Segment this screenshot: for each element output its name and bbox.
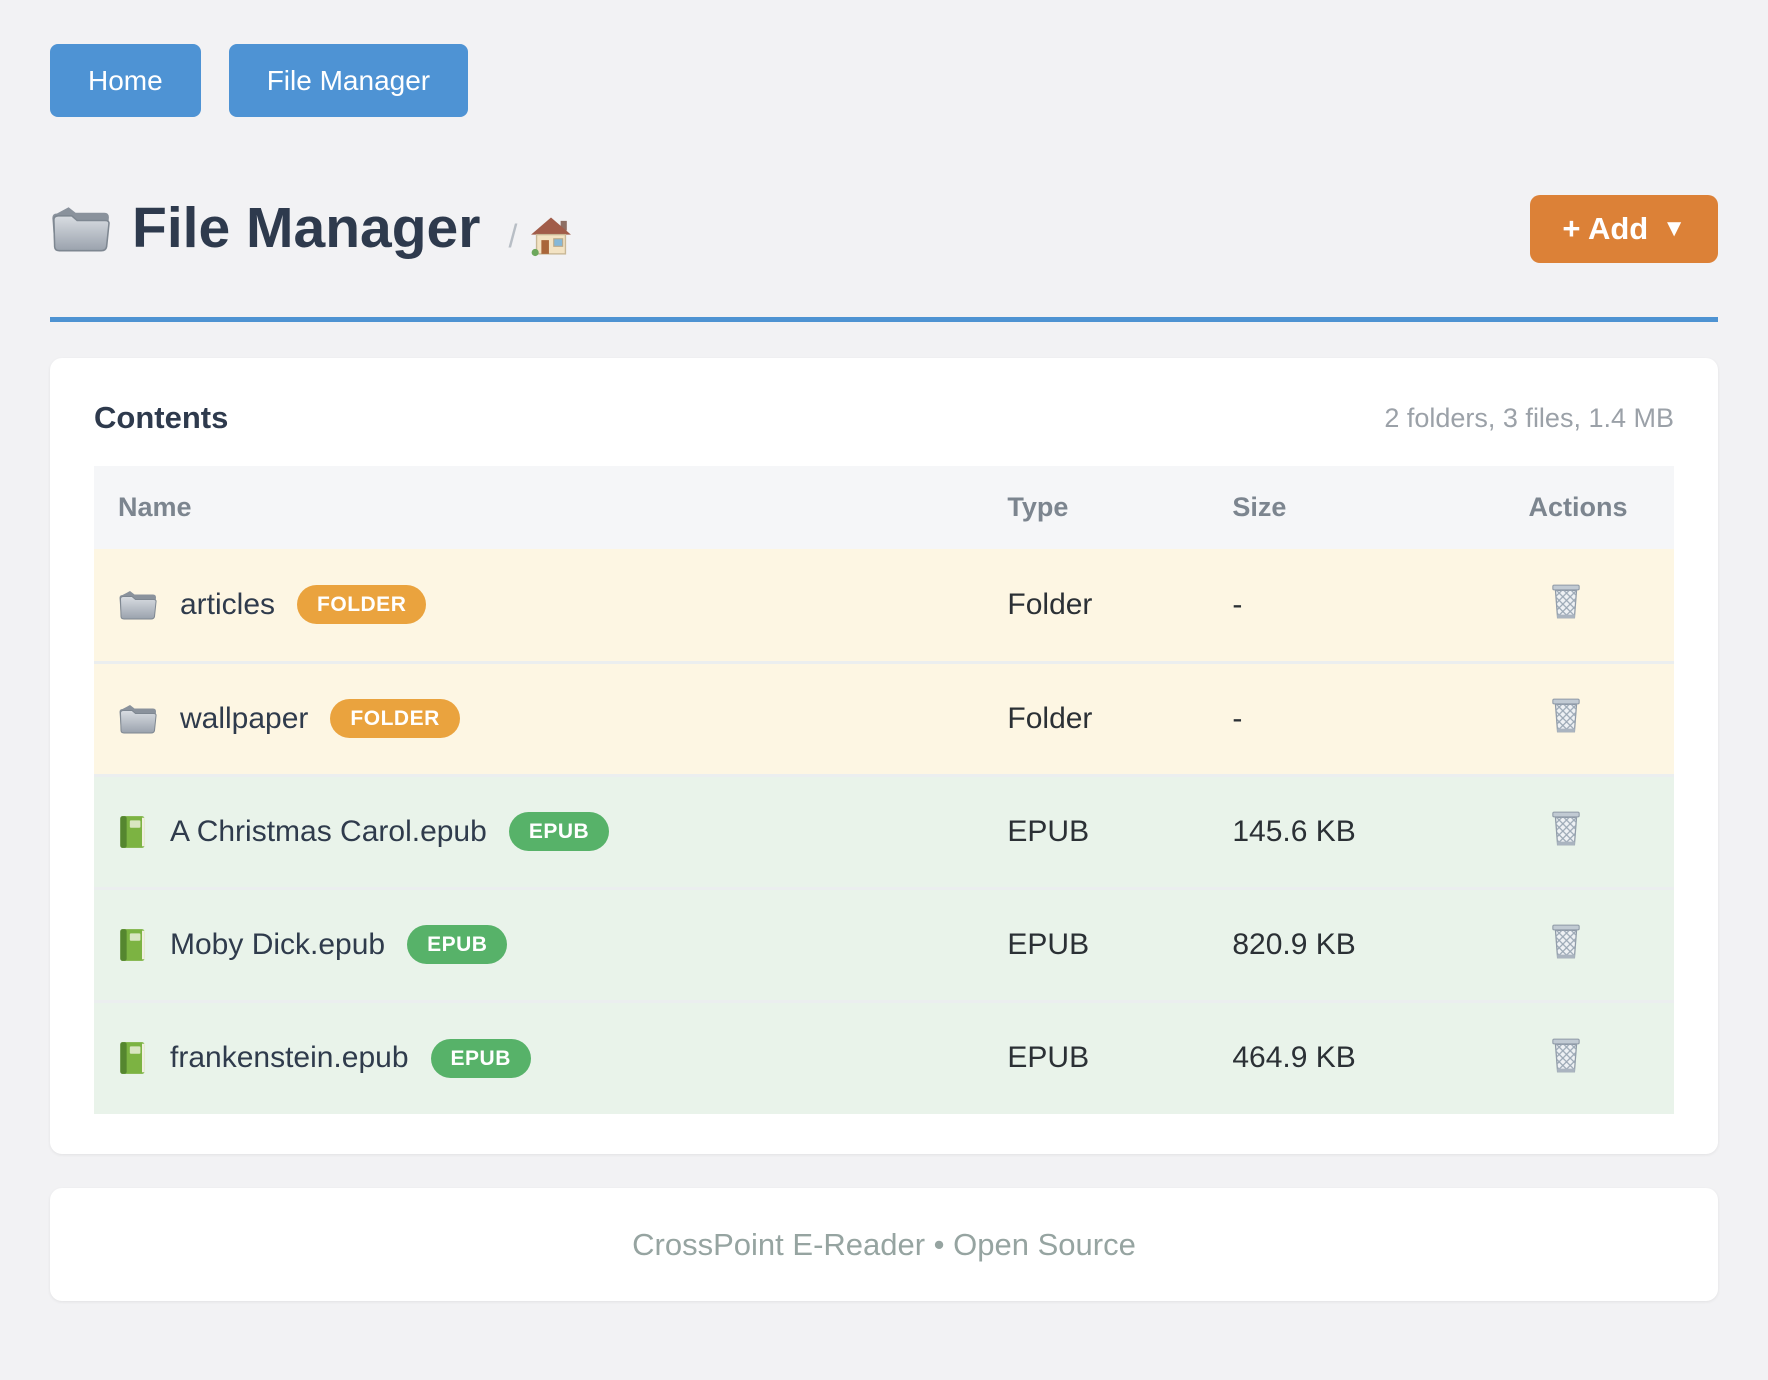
add-button-label: + Add bbox=[1562, 211, 1649, 246]
delete-button[interactable] bbox=[1548, 696, 1584, 736]
file-size: 464.9 KB bbox=[1208, 999, 1505, 1114]
column-header-name: Name bbox=[94, 466, 984, 549]
wastebasket-icon bbox=[1548, 1036, 1584, 1076]
file-name: wallpaper bbox=[180, 701, 309, 735]
file-name: Moby Dick.epub bbox=[170, 927, 386, 961]
add-button[interactable]: + Add ▼ bbox=[1530, 195, 1718, 263]
column-header-type: Type bbox=[983, 466, 1209, 549]
wastebasket-icon bbox=[1548, 922, 1584, 962]
file-type: EPUB bbox=[983, 773, 1209, 888]
folder-icon bbox=[118, 588, 158, 622]
home-nav-button[interactable]: Home bbox=[50, 44, 201, 117]
footer-text: CrossPoint E-Reader • Open Source bbox=[632, 1226, 1136, 1262]
top-nav: Home File Manager bbox=[50, 44, 1718, 117]
footer: CrossPoint E-Reader • Open Source bbox=[50, 1188, 1718, 1301]
table-header-row: Name Type Size Actions bbox=[94, 466, 1674, 549]
green-book-icon bbox=[118, 1040, 148, 1076]
file-manager-page: Home File Manager File Manager / + Add ▼… bbox=[50, 44, 1718, 1301]
card-title: Contents bbox=[94, 400, 229, 435]
title-group: File Manager bbox=[50, 196, 480, 262]
file-row[interactable]: Moby Dick.epub EPUB EPUB 820.9 KB bbox=[94, 886, 1674, 1001]
contents-summary: 2 folders, 3 files, 1.4 MB bbox=[1384, 402, 1674, 433]
file-table: Name Type Size Actions articles FOLDER F… bbox=[94, 466, 1674, 1114]
file-row[interactable]: articles FOLDER Folder - bbox=[94, 549, 1674, 662]
column-header-size: Size bbox=[1208, 466, 1505, 549]
breadcrumb: / bbox=[508, 215, 573, 257]
column-header-actions: Actions bbox=[1504, 466, 1674, 549]
file-type-badge: FOLDER bbox=[330, 699, 460, 738]
file-size: - bbox=[1208, 660, 1505, 775]
file-name: frankenstein.epub bbox=[170, 1041, 409, 1075]
file-size: 145.6 KB bbox=[1208, 773, 1505, 888]
file-size: 820.9 KB bbox=[1208, 886, 1505, 1001]
breadcrumb-separator: / bbox=[508, 217, 518, 254]
caret-down-icon: ▼ bbox=[1662, 215, 1686, 242]
delete-button[interactable] bbox=[1548, 922, 1584, 962]
file-name: articles bbox=[180, 587, 276, 621]
wastebasket-icon bbox=[1548, 809, 1584, 849]
file-type: Folder bbox=[983, 660, 1209, 775]
file-type: EPUB bbox=[983, 886, 1209, 1001]
folder-icon bbox=[118, 702, 158, 736]
file-type-badge: EPUB bbox=[508, 812, 610, 851]
delete-button[interactable] bbox=[1548, 1036, 1584, 1076]
file-type: EPUB bbox=[983, 999, 1209, 1114]
file-row[interactable]: wallpaper FOLDER Folder - bbox=[94, 660, 1674, 775]
wastebasket-icon bbox=[1548, 696, 1584, 736]
card-header: Contents 2 folders, 3 files, 1.4 MB bbox=[94, 400, 1674, 436]
wastebasket-icon bbox=[1548, 582, 1584, 622]
contents-card: Contents 2 folders, 3 files, 1.4 MB Name… bbox=[50, 358, 1718, 1154]
file-row[interactable]: frankenstein.epub EPUB EPUB 464.9 KB bbox=[94, 999, 1674, 1114]
file-row[interactable]: A Christmas Carol.epub EPUB EPUB 145.6 K… bbox=[94, 773, 1674, 888]
file-name: A Christmas Carol.epub bbox=[170, 814, 487, 848]
file-type-badge: EPUB bbox=[407, 925, 508, 964]
file-type: Folder bbox=[1007, 587, 1093, 621]
house-icon[interactable] bbox=[529, 215, 573, 257]
file-size: - bbox=[1232, 587, 1243, 621]
file-manager-nav-button[interactable]: File Manager bbox=[228, 44, 469, 117]
page-header: File Manager / + Add ▼ bbox=[50, 195, 1718, 263]
green-book-icon bbox=[118, 814, 148, 850]
file-type-badge: EPUB bbox=[430, 1038, 531, 1078]
file-type-badge: FOLDER bbox=[297, 585, 427, 625]
header-divider bbox=[50, 317, 1718, 322]
green-book-icon bbox=[118, 927, 148, 963]
delete-button[interactable] bbox=[1548, 582, 1584, 622]
delete-button[interactable] bbox=[1548, 809, 1584, 849]
page-title: File Manager bbox=[132, 196, 481, 261]
folder-icon bbox=[50, 202, 112, 256]
